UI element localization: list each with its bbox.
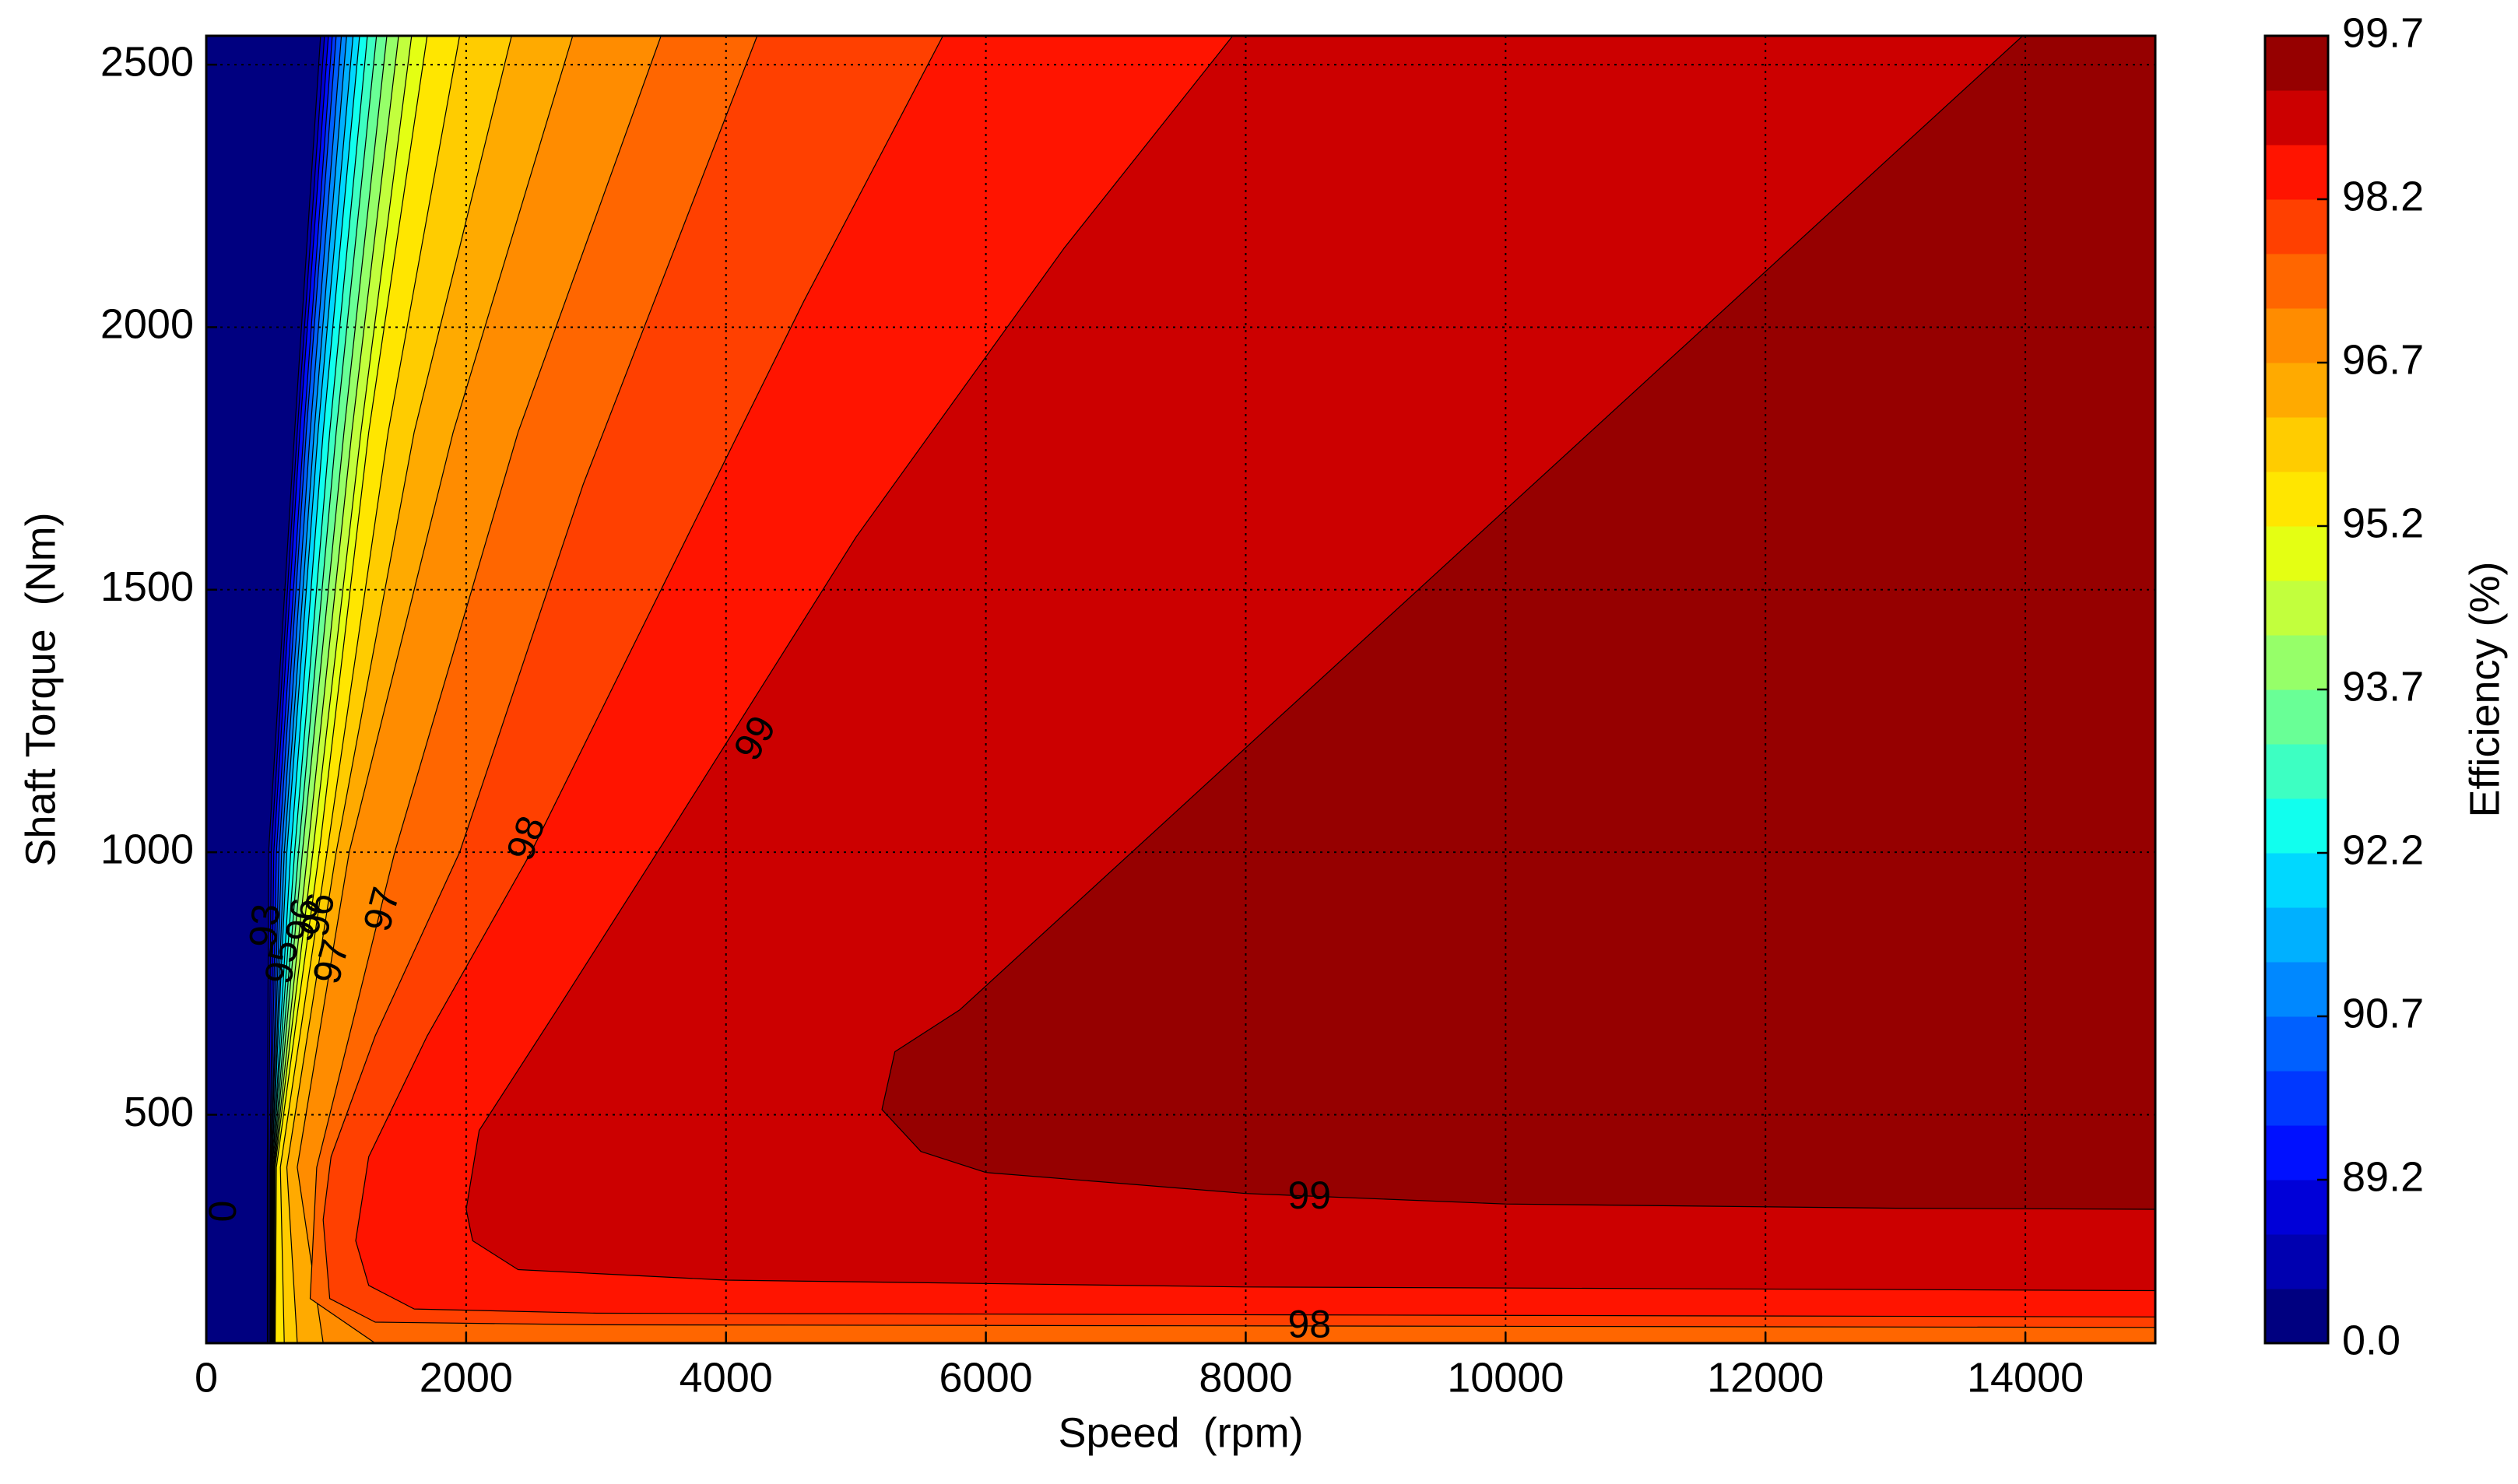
x-tick-label: 14000: [1967, 1354, 2084, 1401]
colorbar-band: [2265, 907, 2328, 963]
x-tick-label: 2000: [420, 1354, 513, 1401]
colorbar-tick-label: 95.2: [2342, 500, 2424, 546]
colorbar-band: [2265, 581, 2328, 636]
colorbar-label: Efficiency (%): [2461, 561, 2508, 817]
colorbar-band: [2265, 90, 2328, 146]
x-axis-label: Speed (rpm): [1058, 1409, 1303, 1456]
x-tick-label: 12000: [1707, 1354, 1824, 1401]
contour-label: 96: [277, 895, 328, 945]
contour-regions: [206, 36, 2155, 1343]
colorbar-band: [2265, 1071, 2328, 1126]
colorbar-band: [2265, 744, 2328, 799]
colorbar-tick-label: 0.0: [2342, 1317, 2400, 1363]
y-tick-label: 500: [124, 1089, 194, 1135]
colorbar-band: [2265, 1016, 2328, 1072]
colorbar-band: [2265, 1125, 2328, 1181]
colorbar-band: [2265, 308, 2328, 363]
colorbar-tick-label: 98.2: [2342, 173, 2424, 219]
colorbar-band: [2265, 798, 2328, 854]
contour-label: 0: [201, 1201, 244, 1223]
contour-label: 96: [293, 889, 343, 940]
colorbar-band: [2265, 36, 2328, 91]
colorbar-band: [2265, 962, 2328, 1017]
colorbar-tick-label: 93.7: [2342, 663, 2424, 710]
x-tick-label: 0: [195, 1354, 218, 1401]
x-tick-label: 6000: [939, 1354, 1033, 1401]
colorbar-band: [2265, 635, 2328, 690]
y-tick-label: 1500: [100, 563, 194, 610]
x-tick-label: 4000: [680, 1354, 773, 1401]
colorbar-band: [2265, 1289, 2328, 1344]
contour-label: 93: [241, 902, 288, 949]
colorbar-tick-label: 99.7: [2342, 9, 2424, 56]
x-tick-label: 10000: [1447, 1354, 1564, 1401]
y-tick-label: 2500: [100, 38, 194, 85]
colorbar-band: [2265, 363, 2328, 418]
plot-frame: [205, 34, 2157, 1345]
colorbar-band: [2265, 254, 2328, 309]
colorbar-tick-label: 89.2: [2342, 1153, 2424, 1200]
colorbar-band: [2265, 145, 2328, 200]
contour-label: 99: [1287, 1174, 1331, 1217]
colorbar-band: [2265, 417, 2328, 472]
colorbar-band: [2265, 853, 2328, 908]
colorbar-band: [2265, 199, 2328, 254]
colorbar-tick-label: 96.7: [2342, 336, 2424, 383]
colorbar-band: [2265, 689, 2328, 745]
colorbar-band: [2265, 1180, 2328, 1235]
contour-label: 98: [1287, 1302, 1331, 1345]
x-tick-label: 8000: [1199, 1354, 1292, 1401]
colorbar-band: [2265, 472, 2328, 527]
y-tick-label: 2000: [100, 301, 194, 348]
y-axis-label: Shaft Torque (Nm): [17, 512, 64, 866]
colorbar-tick-label: 90.7: [2342, 990, 2424, 1037]
colorbar-band: [2265, 526, 2328, 581]
colorbar-band: [2265, 1234, 2328, 1289]
contour-region: [881, 36, 2155, 1210]
contour-label: 95: [256, 937, 307, 988]
colorbar-tick-label: 92.2: [2342, 826, 2424, 873]
y-tick-label: 1000: [100, 826, 194, 872]
